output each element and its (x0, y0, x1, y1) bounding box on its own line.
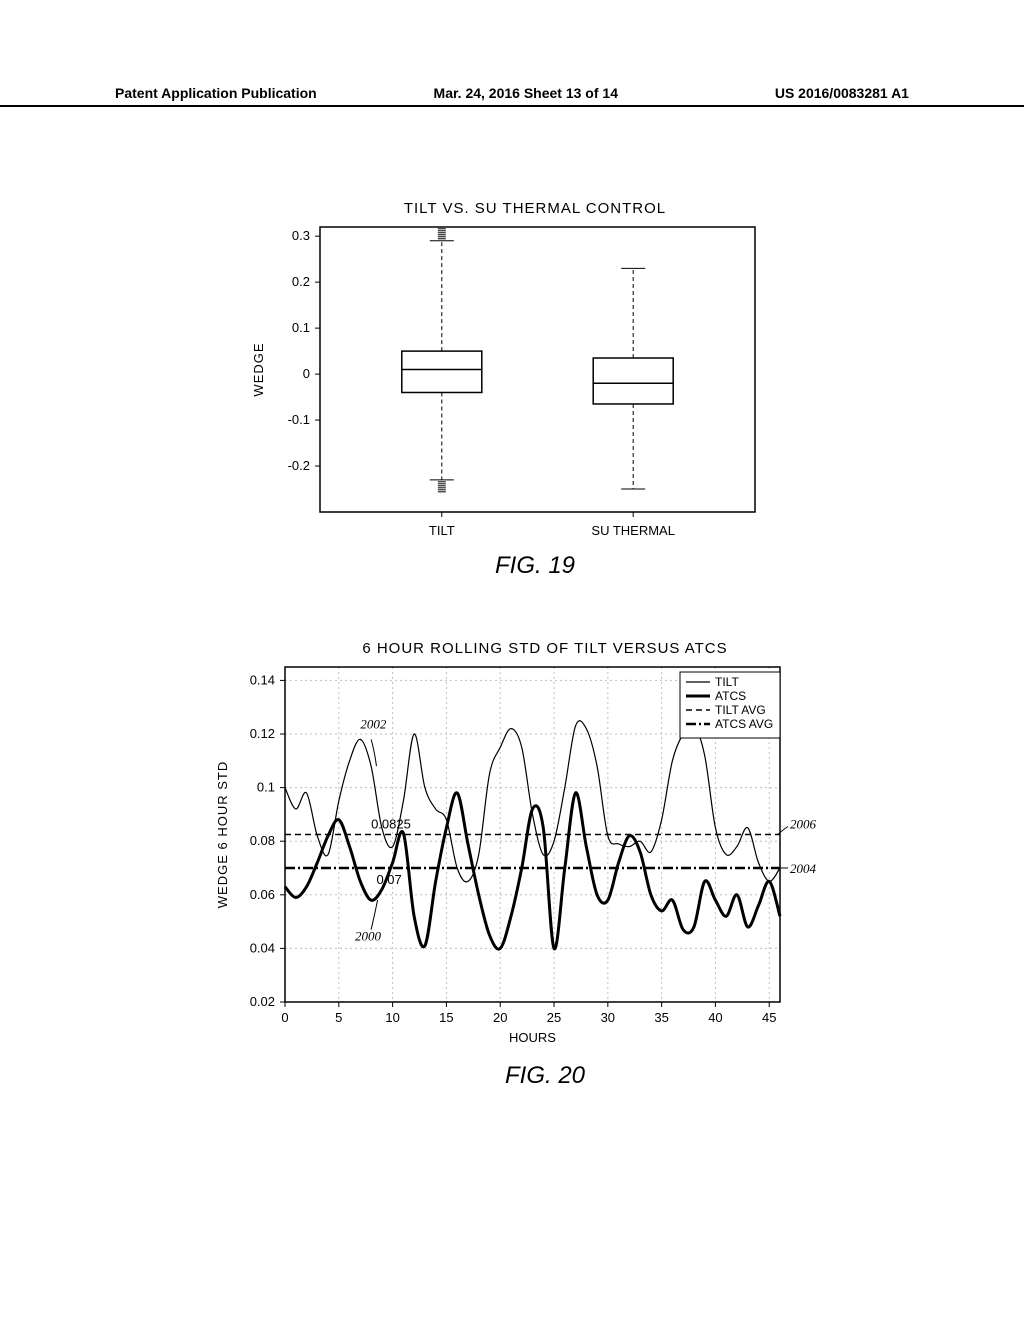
header-center: Mar. 24, 2016 Sheet 13 of 14 (434, 85, 618, 105)
svg-text:TILT AVG: TILT AVG (715, 703, 766, 717)
page-header: Patent Application Publication Mar. 24, … (0, 85, 1024, 107)
svg-text:0.08: 0.08 (250, 833, 275, 848)
svg-text:25: 25 (547, 1010, 561, 1025)
fig19-label: FIG. 19 (305, 552, 765, 580)
fig20-title: 6 HOUR ROLLING STD OF TILT VERSUS ATCS (245, 640, 845, 657)
svg-text:0.12: 0.12 (250, 726, 275, 741)
svg-text:0.04: 0.04 (250, 940, 275, 955)
svg-text:0: 0 (303, 366, 310, 381)
svg-text:0.14: 0.14 (250, 672, 275, 687)
fig19-chart: -0.2 -0.1 0 0.1 0.2 0.3 WEDGE TILT SU THERMAL (245, 217, 765, 547)
svg-text:WEDGE 6 HOUR STD: WEDGE 6 HOUR STD (215, 761, 230, 908)
svg-text:TILT: TILT (715, 675, 739, 689)
svg-text:35: 35 (654, 1010, 668, 1025)
svg-text:-0.1: -0.1 (288, 412, 310, 427)
svg-text:0.2: 0.2 (292, 274, 310, 289)
svg-text:0.1: 0.1 (292, 320, 310, 335)
svg-text:0.1: 0.1 (257, 780, 275, 795)
svg-text:0.02: 0.02 (250, 994, 275, 1009)
svg-text:0.07: 0.07 (376, 872, 401, 887)
svg-text:0.3: 0.3 (292, 228, 310, 243)
fig19-container: TILT VS. SU THERMAL CONTROL -0.2 -0.1 0 0.1… (245, 200, 765, 580)
svg-text:-0.2: -0.2 (288, 458, 310, 473)
svg-text:HOURS: HOURS (509, 1030, 556, 1045)
svg-text:2006: 2006 (790, 817, 817, 832)
fig20-label: FIG. 20 (245, 1062, 845, 1090)
svg-text:10: 10 (385, 1010, 399, 1025)
svg-text:TILT: TILT (429, 523, 455, 538)
svg-text:30: 30 (601, 1010, 615, 1025)
svg-text:15: 15 (439, 1010, 453, 1025)
svg-text:0: 0 (281, 1010, 288, 1025)
fig20-container: 6 HOUR ROLLING STD OF TILT VERSUS ATCS 0… (205, 640, 845, 1090)
svg-text:ATCS AVG: ATCS AVG (715, 717, 773, 731)
svg-text:WEDGE: WEDGE (251, 342, 266, 396)
svg-text:SU THERMAL: SU THERMAL (591, 523, 675, 538)
header-left: Patent Application Publication (115, 85, 317, 105)
svg-text:45: 45 (762, 1010, 776, 1025)
svg-text:0.06: 0.06 (250, 887, 275, 902)
svg-text:20: 20 (493, 1010, 507, 1025)
fig19-title: TILT VS. SU THERMAL CONTROL (305, 200, 765, 217)
svg-text:2000: 2000 (355, 928, 382, 943)
svg-text:2002: 2002 (360, 717, 387, 732)
svg-text:5: 5 (335, 1010, 342, 1025)
svg-text:40: 40 (708, 1010, 722, 1025)
svg-text:0.0825: 0.0825 (371, 817, 411, 832)
svg-text:2004: 2004 (790, 861, 817, 876)
header-right: US 2016/0083281 A1 (775, 85, 909, 105)
fig20-chart: 0 5 10 15 20 25 30 35 40 45 0.02 0.04 0.06 0.08 0.1 0.1… (205, 657, 845, 1057)
svg-text:ATCS: ATCS (715, 689, 746, 703)
